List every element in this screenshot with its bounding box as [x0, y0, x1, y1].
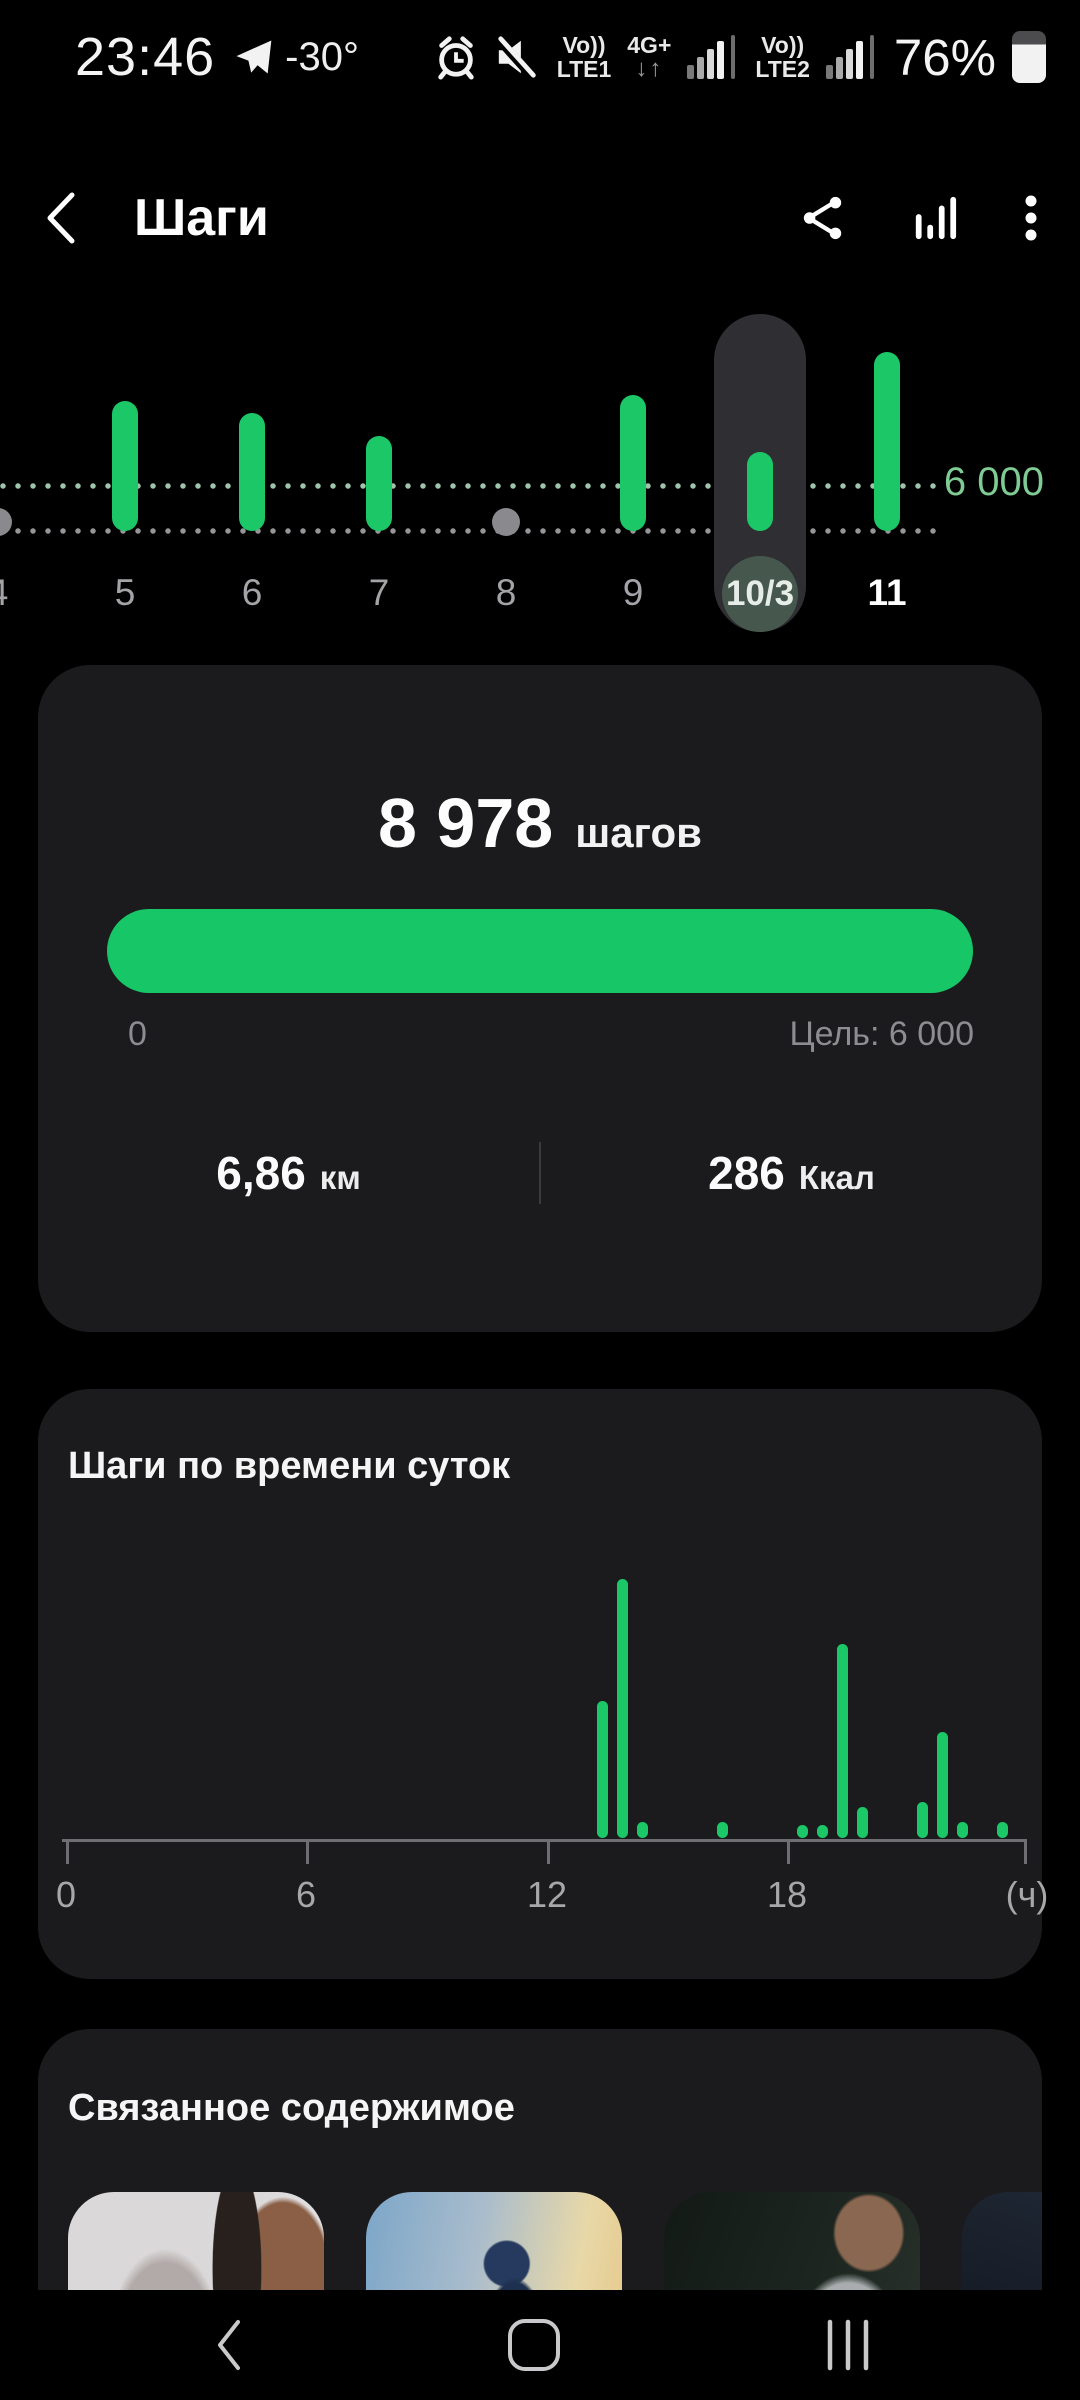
hourly-bar: [797, 1825, 808, 1838]
sim1-volte-badge: Vo)) LTE1: [557, 33, 612, 81]
steps-value: 8 978: [378, 784, 554, 862]
android-nav-bar: [0, 2290, 1080, 2400]
hourly-bar: [597, 1701, 608, 1838]
hourly-bar: [917, 1802, 928, 1838]
calories-value: 286: [708, 1147, 785, 1199]
hourly-bar: [997, 1822, 1008, 1838]
x-axis-tick-label: 18: [766, 1874, 808, 1915]
signal-strength-icon-2: [825, 35, 874, 79]
x-axis-tick: [547, 1842, 550, 1864]
hourly-bar: [937, 1732, 948, 1838]
clock: 23:46: [75, 27, 216, 87]
goal-dotted-line: [0, 483, 938, 489]
mute-icon: [495, 36, 536, 80]
data-badge: 4G+ ↓↑: [627, 33, 671, 81]
calories-unit: Ккал: [798, 1159, 875, 1196]
sim1-volte: Vo)): [562, 32, 606, 58]
distance-value: 6,86: [216, 1147, 306, 1199]
network-type: 4G+: [627, 32, 672, 58]
nav-home-button[interactable]: [506, 2317, 562, 2373]
back-button[interactable]: [42, 190, 80, 246]
hourly-bar: [617, 1579, 628, 1838]
calories-stat: 286 Ккал: [541, 1146, 1042, 1200]
day-bar[interactable]: [239, 413, 265, 531]
steps-unit: шагов: [575, 809, 702, 856]
x-axis-tick-label: 6: [295, 1874, 317, 1915]
status-icons: Vo)) LTE1 4G+ ↓↑ Vo)) LTE2 76%: [433, 28, 1046, 87]
sim1-network: LTE1: [556, 56, 612, 82]
day-bar[interactable]: [620, 395, 646, 531]
progress-goal-label: Цель: 6 000: [789, 1015, 974, 1053]
nav-back-button[interactable]: [214, 2318, 244, 2372]
x-axis-tick: [787, 1842, 790, 1864]
hourly-bar: [857, 1807, 868, 1838]
goal-progress-bar: [107, 909, 973, 993]
sim2-volte-badge: Vo)) LTE2: [755, 33, 810, 81]
daily-bar-chart: 6 000 4 5 6 7 8 9 10/3 11: [0, 300, 1080, 650]
day-label[interactable]: 6: [241, 572, 263, 613]
steps-by-time-card: Шаги по времени суток 0 6 12 18 (ч): [38, 1389, 1048, 1979]
x-axis-tick: [306, 1842, 309, 1864]
share-button[interactable]: [800, 194, 846, 242]
x-axis-tick-label: 12: [526, 1874, 568, 1915]
battery-percent: 76%: [893, 28, 996, 86]
hourly-bar: [957, 1822, 968, 1838]
day-label[interactable]: 4: [0, 572, 8, 614]
status-bar: 23:46 -30° Vo)) LTE1 4G+ ↓↑: [0, 22, 1080, 92]
distance-stat: 6,86 км: [38, 1146, 539, 1200]
hourly-bar-chart: 0 6 12 18 (ч): [56, 1517, 1048, 1915]
day-bar[interactable]: [112, 401, 138, 531]
day-label[interactable]: 5: [114, 572, 136, 613]
selected-day-label[interactable]: 10/3: [722, 556, 798, 632]
hourly-bar: [817, 1825, 828, 1838]
no-data-dot: [492, 508, 520, 536]
signal-strength-icon-1: [687, 35, 736, 79]
steps-summary-card: 8 978 шагов 0 Цель: 6 000 6,86 км 286 Кк…: [38, 665, 1042, 1332]
x-axis-unit-label: (ч): [1005, 1874, 1049, 1915]
x-axis-tick: [1024, 1842, 1027, 1864]
x-axis-line: [62, 1839, 1027, 1842]
hourly-bar: [717, 1822, 728, 1838]
x-axis-tick: [66, 1842, 69, 1864]
nav-recents-button[interactable]: [824, 2317, 872, 2373]
sim2-network: LTE2: [755, 56, 810, 82]
header: Шаги: [0, 172, 1080, 264]
temperature-label: -30°: [285, 34, 359, 79]
more-menu-button[interactable]: [1024, 194, 1038, 242]
baseline-dotted-line: [0, 528, 938, 534]
alarm-icon: [438, 36, 474, 80]
steps-count: 8 978 шагов: [38, 783, 1042, 863]
hourly-chart-title: Шаги по времени суток: [68, 1445, 511, 1487]
day-bar[interactable]: [874, 352, 900, 531]
data-arrows: ↓↑: [635, 55, 664, 82]
hourly-bar: [637, 1822, 648, 1838]
battery-icon: [1012, 31, 1046, 83]
day-label[interactable]: 7: [368, 572, 390, 613]
day-bar[interactable]: [747, 452, 773, 531]
no-data-dot: [0, 508, 12, 536]
hourly-bar: [837, 1644, 848, 1838]
related-content-title: Связанное содержимое: [68, 2087, 515, 2129]
stats-divider: [539, 1142, 541, 1204]
x-axis-tick-label: 0: [55, 1874, 77, 1915]
page-title: Шаги: [134, 189, 269, 247]
telegram-arrow-icon: [236, 40, 272, 74]
progress-start-label: 0: [128, 1015, 147, 1053]
day-bar[interactable]: [366, 436, 392, 531]
sim2-volte: Vo)): [761, 32, 805, 58]
goal-line-label: 6 000: [943, 460, 1044, 504]
chart-view-button[interactable]: [912, 194, 958, 242]
day-label[interactable]: 9: [622, 572, 644, 613]
day-label[interactable]: 8: [495, 572, 517, 613]
day-label[interactable]: 11: [867, 572, 907, 613]
distance-unit: км: [319, 1159, 361, 1196]
